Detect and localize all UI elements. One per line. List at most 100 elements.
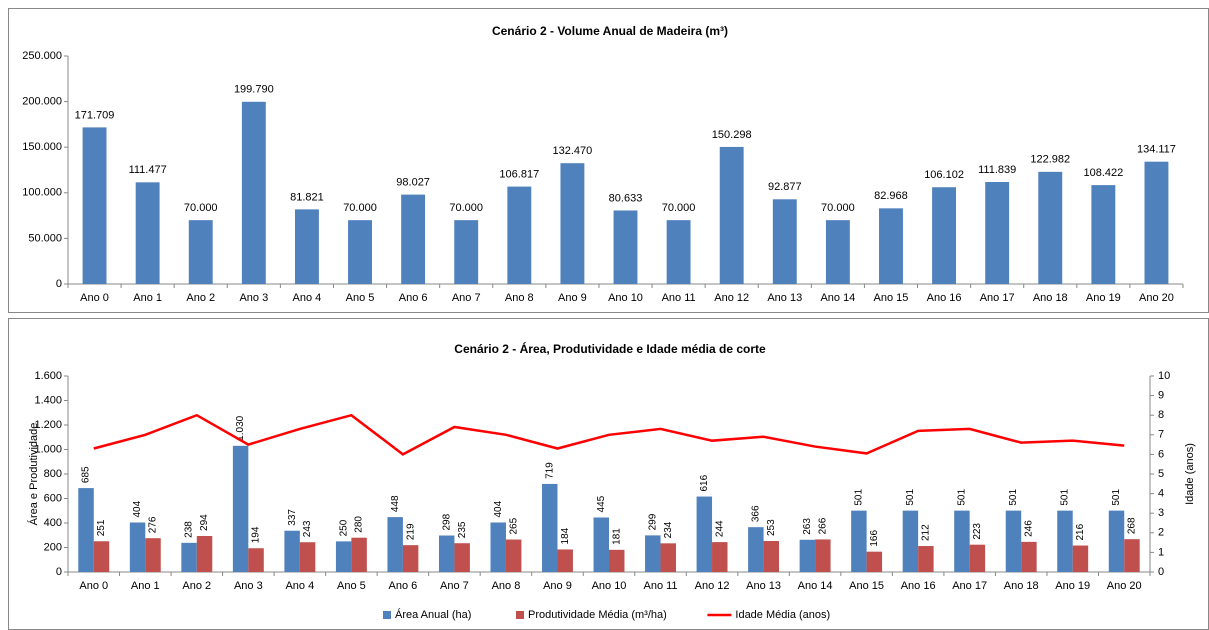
data-label: 280 <box>354 516 365 533</box>
bar <box>712 542 728 572</box>
data-label: 132.470 <box>553 145 593 157</box>
x-tick-label: Ano 9 <box>558 292 587 304</box>
y2-tick-label: 2 <box>1158 527 1164 539</box>
x-tick-label: Ano 6 <box>389 580 418 592</box>
data-label: 501 <box>854 489 865 506</box>
y-tick-label: 1.200 <box>34 419 62 431</box>
bar <box>129 522 146 572</box>
data-label: 404 <box>493 500 504 517</box>
x-tick-label: Ano 20 <box>1107 580 1142 592</box>
data-label: 223 <box>972 523 983 540</box>
bar <box>1144 161 1169 284</box>
data-label: 276 <box>148 516 159 533</box>
x-tick-label: Ano 20 <box>1139 292 1174 304</box>
data-label: 501 <box>1060 489 1071 506</box>
x-tick-label: Ano 11 <box>662 292 696 304</box>
x-tick-label: Ano 13 <box>767 292 802 304</box>
bar <box>902 510 919 572</box>
y-tick-label: 400 <box>44 517 62 529</box>
bar <box>866 551 883 572</box>
y2-axis-label: Idade (anos) <box>1184 443 1196 505</box>
x-tick-label: Ano 9 <box>543 580 572 592</box>
x-tick-label: Ano 3 <box>234 580 263 592</box>
y-tick-label: 0 <box>56 566 62 578</box>
data-label: 1.030 <box>235 415 246 440</box>
bar <box>719 146 744 284</box>
data-label: 250 <box>338 519 349 536</box>
bar <box>196 535 213 572</box>
bar <box>918 546 934 572</box>
bar <box>932 187 957 284</box>
data-label: 122.982 <box>1030 154 1070 166</box>
bar <box>1057 510 1073 572</box>
legend-swatch <box>383 611 391 619</box>
x-tick-label: Ano 17 <box>980 292 1015 304</box>
y-tick-label: 250.000 <box>22 50 62 62</box>
bar <box>954 510 970 572</box>
y2-tick-label: 8 <box>1158 409 1164 421</box>
data-label: 98.027 <box>396 177 430 189</box>
bar <box>660 543 676 572</box>
data-label: 181 <box>611 528 622 545</box>
bar <box>557 549 573 572</box>
y-axis-label: Área e Produtividade <box>27 423 40 526</box>
x-tick-label: Ano 12 <box>714 292 749 304</box>
bar <box>1072 545 1089 572</box>
chart-frame <box>8 8 1209 313</box>
x-tick-label: Ano 3 <box>239 292 268 304</box>
y-tick-label: 200.000 <box>22 96 62 108</box>
bar <box>851 510 867 572</box>
data-label: 238 <box>184 521 195 538</box>
x-tick-label: Ano 15 <box>849 580 884 592</box>
data-label: 111.839 <box>978 164 1016 176</box>
data-label: 234 <box>663 521 674 538</box>
data-label: 70.000 <box>343 202 377 214</box>
data-label: 106.817 <box>499 168 539 180</box>
bar <box>348 220 372 284</box>
bar <box>1021 541 1037 572</box>
data-label: 80.633 <box>609 192 643 204</box>
x-tick-label: Ano 11 <box>643 580 677 592</box>
bar <box>93 541 110 572</box>
data-label: 70.000 <box>821 202 855 214</box>
chart-title: Cenário 2 - Volume Anual de Madeira (m³) <box>492 24 728 38</box>
y-tick-label: 800 <box>44 468 62 480</box>
data-label: 265 <box>508 517 519 534</box>
data-label: 246 <box>1024 520 1035 537</box>
data-label: 253 <box>766 519 777 536</box>
bar <box>505 539 522 572</box>
bar <box>772 199 797 284</box>
x-tick-label: Ano 19 <box>1086 292 1121 304</box>
bar <box>1038 171 1063 284</box>
data-label: 81.821 <box>290 191 324 203</box>
bar <box>507 186 532 284</box>
y2-tick-label: 1 <box>1158 546 1164 558</box>
x-tick-label: Ano 19 <box>1055 580 1090 592</box>
y2-tick-label: 0 <box>1158 566 1164 578</box>
x-tick-label: Ano 16 <box>901 580 936 592</box>
bar <box>454 220 479 284</box>
data-label: 70.000 <box>449 202 483 214</box>
legend-label: Idade Média (anos) <box>735 609 830 621</box>
data-label: 199.790 <box>234 84 274 96</box>
bar <box>78 488 94 572</box>
y2-tick-label: 4 <box>1158 488 1164 500</box>
bar <box>763 541 780 572</box>
data-label: 243 <box>302 520 313 537</box>
bar <box>284 530 300 572</box>
data-label: 166 <box>869 530 880 547</box>
data-label: 366 <box>750 505 761 522</box>
y-tick-label: 600 <box>44 492 62 504</box>
data-label: 337 <box>287 509 298 526</box>
y2-tick-label: 3 <box>1158 507 1164 519</box>
data-label: 219 <box>405 523 416 540</box>
data-label: 216 <box>1075 523 1086 540</box>
data-label: 294 <box>199 514 210 531</box>
y-tick-label: 50.000 <box>28 232 62 244</box>
data-label: 501 <box>1008 489 1019 506</box>
bar <box>609 549 625 572</box>
bar <box>879 208 903 284</box>
chart-title: Cenário 2 - Área, Produtividade e Idade … <box>454 341 766 356</box>
x-tick-label: Ano 6 <box>399 292 428 304</box>
x-tick-label: Ano 0 <box>79 580 108 592</box>
